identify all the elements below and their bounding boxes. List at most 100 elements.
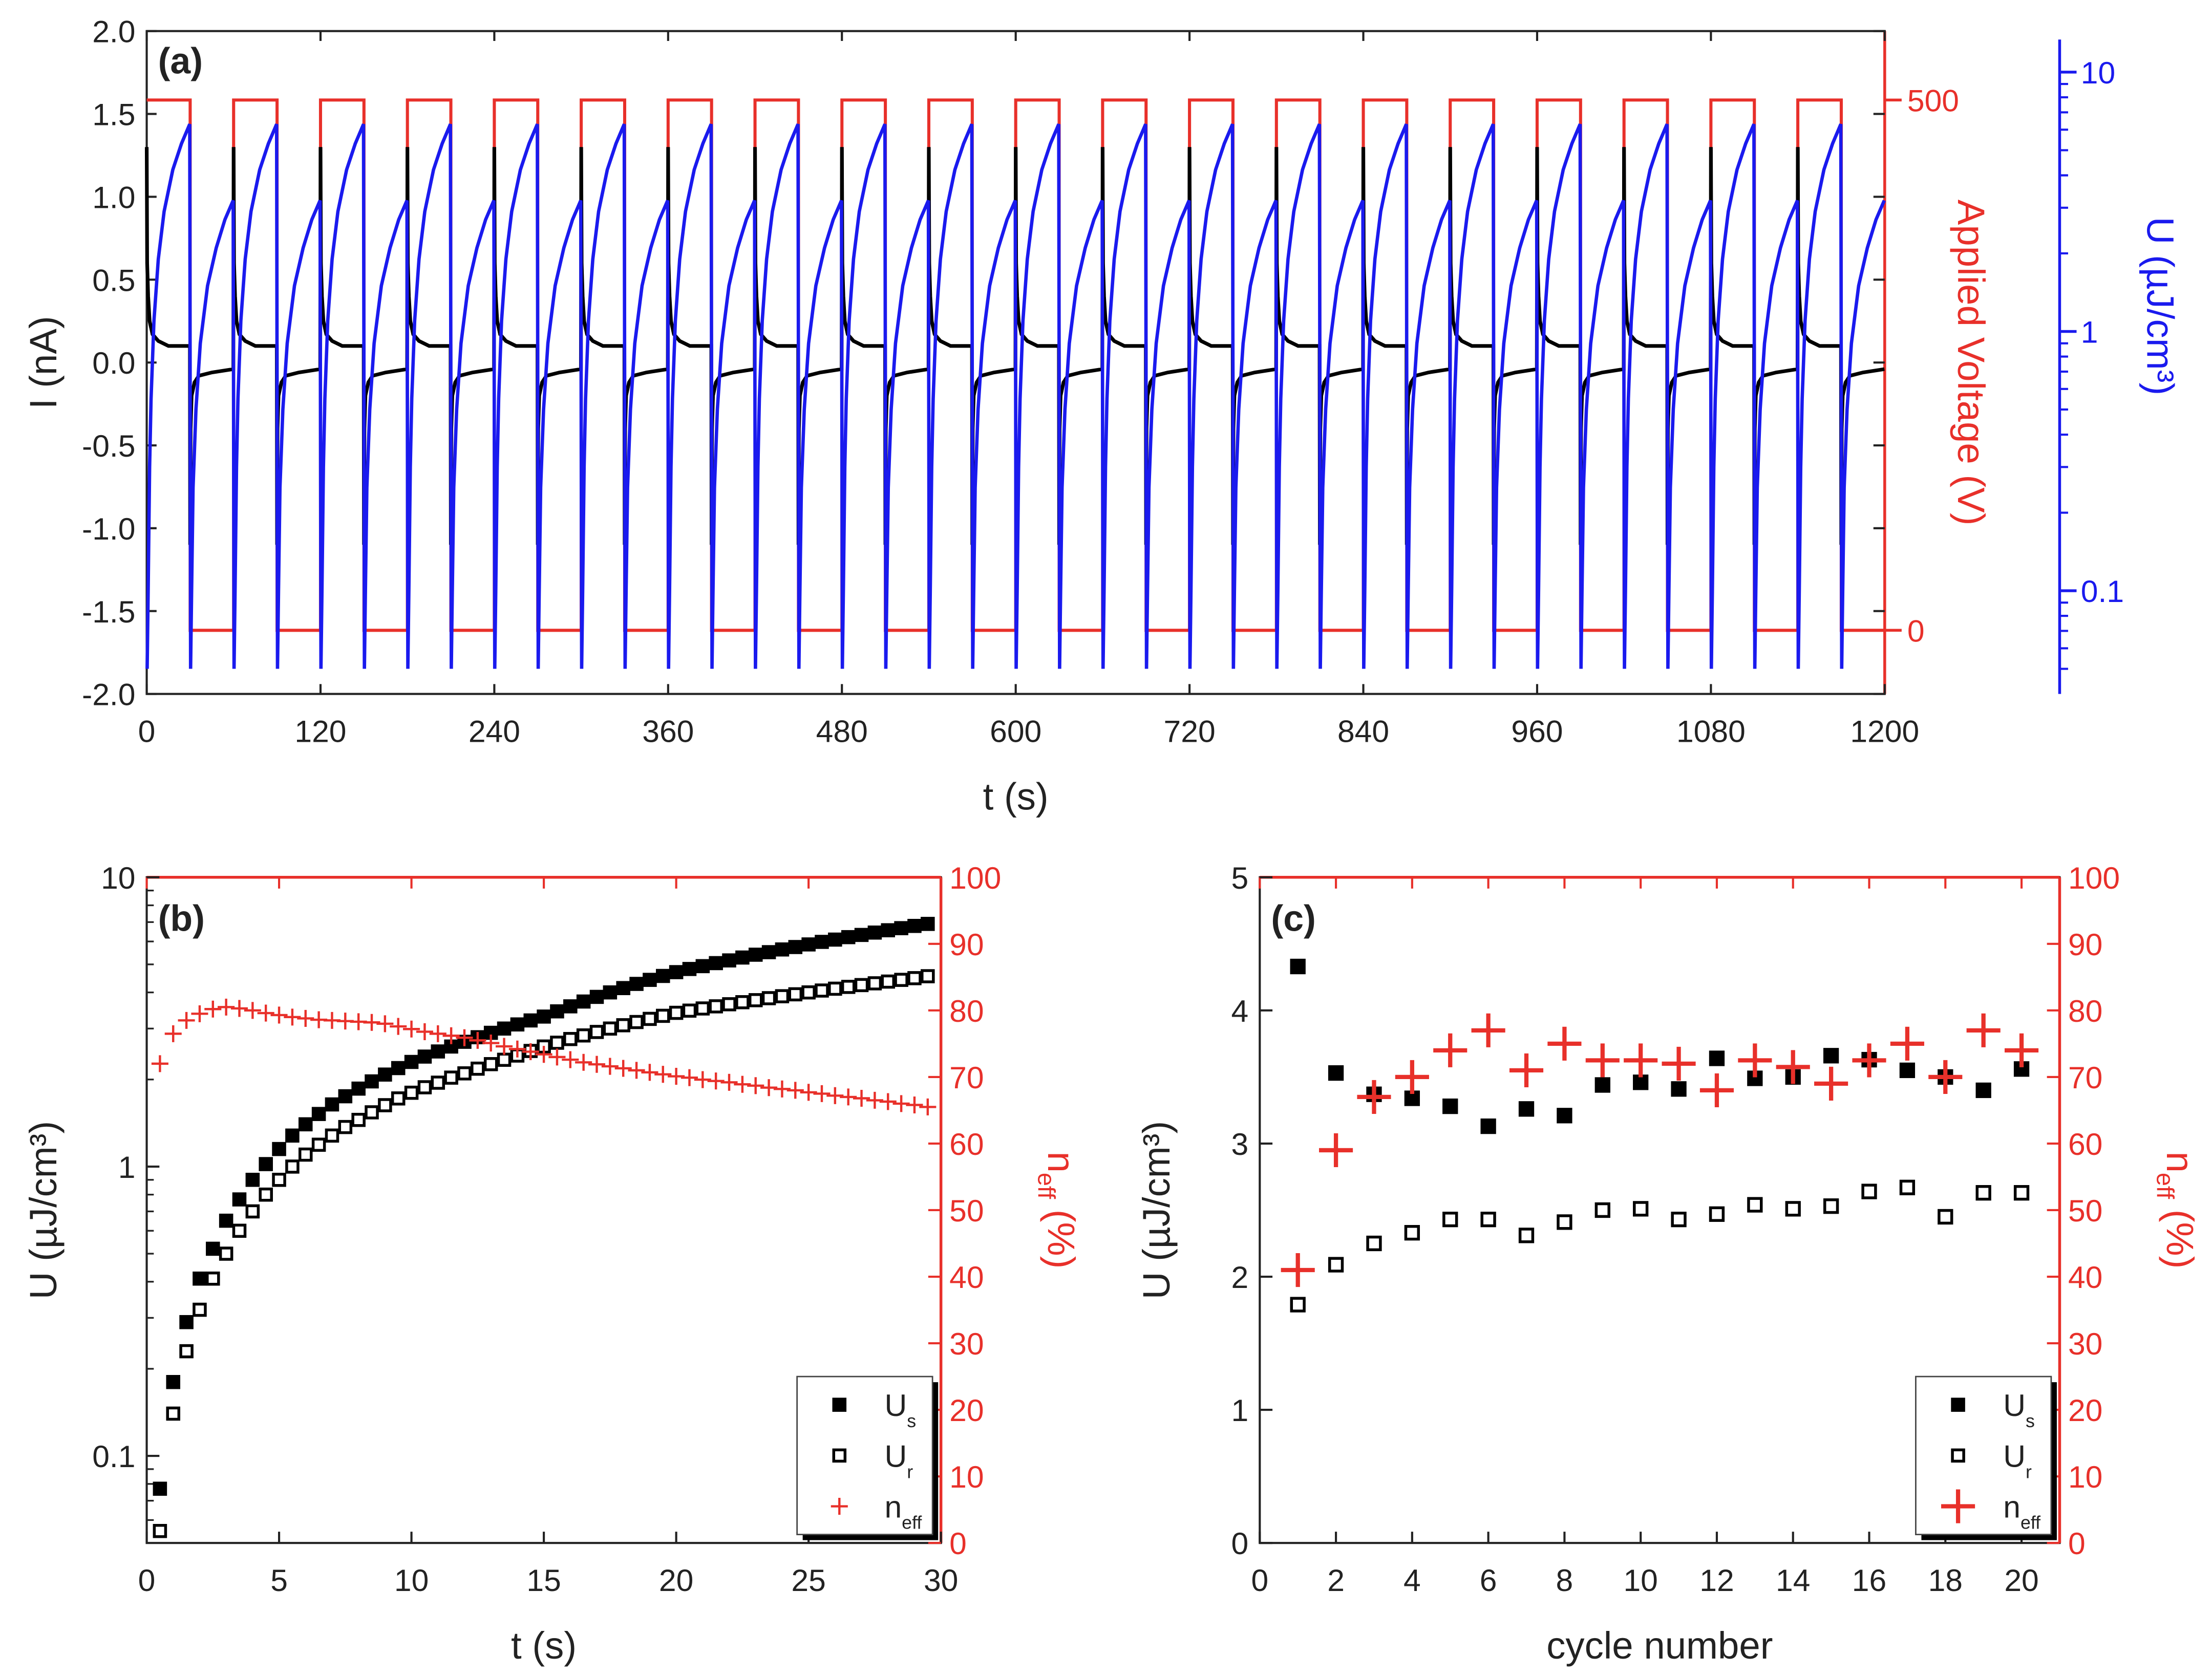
ur-point bbox=[259, 1187, 273, 1202]
x-tick-label: 0 bbox=[138, 1563, 156, 1598]
ur-point bbox=[298, 1147, 313, 1162]
ur-point bbox=[550, 1036, 564, 1050]
x-tick-label: 30 bbox=[924, 1563, 958, 1598]
neff-point bbox=[1281, 1253, 1315, 1287]
neff-point bbox=[720, 1073, 738, 1091]
us-point bbox=[921, 917, 935, 931]
neff-point bbox=[892, 1095, 910, 1112]
energy-axis-label: U (µJ/cm³) bbox=[2139, 217, 2181, 396]
legend-label-main: n bbox=[884, 1490, 902, 1524]
y-tick-label: -1.5 bbox=[82, 594, 135, 629]
legend-label-sub: eff bbox=[902, 1513, 922, 1533]
energy-tick-label: 10 bbox=[2081, 55, 2115, 90]
ur-point bbox=[1594, 1202, 1610, 1218]
y-axis-label-text: U (µJ/cm³) bbox=[22, 1121, 65, 1300]
neff-tick-label: 50 bbox=[2068, 1193, 2102, 1228]
ur-point bbox=[1747, 1197, 1763, 1213]
neff-tick-label: 90 bbox=[2068, 927, 2102, 962]
us-point bbox=[682, 962, 697, 976]
neff-point bbox=[1852, 1043, 1886, 1078]
neff-tick-label: 90 bbox=[949, 927, 984, 962]
us-point bbox=[616, 981, 630, 995]
us-point bbox=[153, 1481, 167, 1496]
us-point bbox=[311, 1107, 326, 1121]
us-point bbox=[867, 925, 882, 940]
us-point bbox=[365, 1074, 379, 1089]
energy-series-line bbox=[145, 123, 1886, 669]
neff-tick-label: 100 bbox=[2068, 861, 2120, 895]
ur-point bbox=[179, 1344, 194, 1359]
panel-label: (a) bbox=[158, 40, 203, 81]
neff-point bbox=[866, 1091, 883, 1109]
neff-axis-label-unit: (%) bbox=[1040, 1199, 1082, 1268]
us-point bbox=[550, 1004, 564, 1019]
neff-point bbox=[786, 1082, 804, 1099]
us-point bbox=[523, 1013, 538, 1028]
neff-point bbox=[363, 1014, 380, 1031]
y-tick-label: 0.1 bbox=[92, 1439, 135, 1474]
neff-point bbox=[562, 1051, 579, 1068]
y-tick-label: 2 bbox=[1231, 1260, 1249, 1295]
x-tick-label: 16 bbox=[1852, 1563, 1886, 1598]
us-point bbox=[285, 1128, 300, 1143]
neff-axis-label-sub: eff bbox=[1033, 1173, 1060, 1199]
y-tick-label: 4 bbox=[1231, 994, 1249, 1028]
us-point bbox=[431, 1044, 445, 1059]
legend-box bbox=[1915, 1375, 2052, 1536]
neff-point bbox=[257, 1004, 274, 1022]
ur-point bbox=[1480, 1212, 1496, 1228]
legend-label-main: U bbox=[884, 1438, 907, 1473]
ur-point bbox=[219, 1246, 233, 1261]
voltage-tick-label: 500 bbox=[1907, 83, 1959, 118]
ur-point bbox=[563, 1031, 578, 1046]
neff-tick-label: 70 bbox=[2068, 1060, 2102, 1095]
neff-point bbox=[1471, 1013, 1505, 1047]
neff-point bbox=[508, 1040, 526, 1058]
ur-point bbox=[1328, 1257, 1344, 1273]
us-point bbox=[788, 940, 803, 954]
y-tick-label: 5 bbox=[1231, 861, 1249, 895]
neff-tick-label: 20 bbox=[949, 1393, 984, 1428]
ur-point bbox=[497, 1052, 512, 1067]
ur-point bbox=[1785, 1201, 1801, 1217]
us-point bbox=[801, 937, 816, 952]
ur-point bbox=[351, 1112, 366, 1127]
neff-point bbox=[482, 1035, 500, 1052]
us-point bbox=[854, 928, 869, 942]
neff-point bbox=[284, 1008, 301, 1026]
neff-point bbox=[469, 1031, 486, 1049]
us-point bbox=[1594, 1077, 1610, 1093]
legend-us-marker bbox=[1951, 1397, 1965, 1412]
legend-label: Ur bbox=[884, 1438, 913, 1482]
neff-point bbox=[614, 1060, 632, 1077]
neff-tick-label: 10 bbox=[2068, 1459, 2102, 1494]
legend-label: Us bbox=[2003, 1388, 2035, 1431]
y-tick-label: -1.0 bbox=[82, 511, 135, 546]
ur-point bbox=[761, 991, 776, 1005]
ur-point bbox=[735, 995, 750, 1009]
ur-point bbox=[589, 1025, 604, 1039]
ur-point bbox=[828, 981, 842, 996]
us-point bbox=[325, 1097, 339, 1112]
ur-point bbox=[603, 1021, 618, 1036]
panel-label: (b) bbox=[158, 898, 205, 939]
us-point bbox=[1290, 958, 1306, 975]
x-tick-label: 10 bbox=[1623, 1563, 1657, 1598]
neff-axis-label: neff (%) bbox=[2152, 1152, 2201, 1269]
neff-point bbox=[747, 1077, 764, 1094]
neff-point bbox=[1662, 1046, 1696, 1081]
y-tick-label: 1.0 bbox=[92, 180, 135, 214]
neff-point bbox=[707, 1072, 725, 1090]
x-tick-label: 6 bbox=[1480, 1563, 1497, 1598]
x-tick-label: 5 bbox=[270, 1563, 288, 1598]
x-tick-label: 0 bbox=[1251, 1563, 1268, 1598]
neff-point bbox=[178, 1012, 195, 1029]
us-point bbox=[894, 921, 908, 935]
ur-point bbox=[1899, 1179, 1916, 1195]
neff-tick-label: 60 bbox=[2068, 1127, 2102, 1162]
ur-point bbox=[867, 976, 882, 991]
